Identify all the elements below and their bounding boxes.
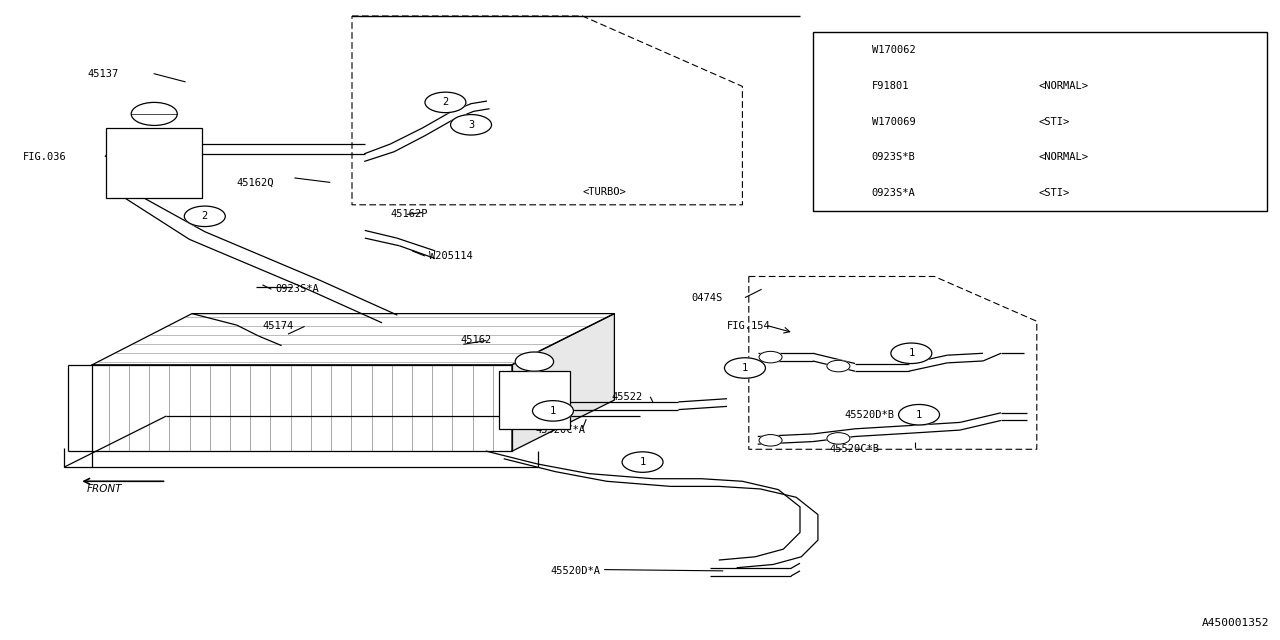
Circle shape	[891, 343, 932, 364]
Circle shape	[451, 115, 492, 135]
Text: 2: 2	[202, 211, 207, 221]
Circle shape	[820, 149, 854, 166]
Circle shape	[132, 102, 177, 125]
Text: 1: 1	[640, 457, 645, 467]
Text: 1: 1	[550, 406, 556, 416]
Circle shape	[899, 404, 940, 425]
Text: 45137: 45137	[87, 68, 118, 79]
Text: 45520D*A: 45520D*A	[550, 566, 600, 576]
Text: FIG.036: FIG.036	[23, 152, 67, 162]
Circle shape	[425, 92, 466, 113]
Text: 1: 1	[835, 45, 840, 55]
Text: 45162P: 45162P	[390, 209, 428, 220]
Text: W170062: W170062	[872, 45, 915, 55]
Bar	[106, 128, 202, 198]
Text: 1: 1	[916, 410, 922, 420]
Polygon shape	[92, 314, 614, 365]
Text: <STI>: <STI>	[1038, 188, 1069, 198]
Circle shape	[820, 77, 854, 94]
Circle shape	[622, 452, 663, 472]
Text: 3: 3	[468, 120, 474, 130]
Circle shape	[532, 401, 573, 421]
Circle shape	[827, 433, 850, 444]
Text: W205114: W205114	[429, 251, 472, 261]
Text: 45162Q: 45162Q	[237, 177, 274, 188]
Circle shape	[184, 206, 225, 227]
Text: 1: 1	[742, 363, 748, 373]
Text: 2: 2	[443, 97, 448, 108]
Text: 0923S*A: 0923S*A	[275, 284, 319, 294]
Text: F91801: F91801	[872, 81, 909, 91]
Text: 45522: 45522	[612, 392, 643, 402]
Text: 0923S*B: 0923S*B	[872, 152, 915, 163]
Text: 45174: 45174	[262, 321, 293, 332]
Text: FRONT: FRONT	[87, 484, 123, 494]
Bar	[499, 371, 570, 429]
Text: 1: 1	[909, 348, 914, 358]
Polygon shape	[512, 314, 614, 451]
Text: 45520C*B: 45520C*B	[829, 444, 879, 454]
Circle shape	[759, 351, 782, 363]
Text: 0923S*A: 0923S*A	[872, 188, 915, 198]
Text: <NORMAL>: <NORMAL>	[1038, 152, 1088, 163]
Text: 0474S: 0474S	[691, 292, 722, 303]
Text: W170069: W170069	[872, 116, 915, 127]
Circle shape	[516, 352, 554, 371]
Text: <STI>: <STI>	[1038, 116, 1069, 127]
Circle shape	[827, 360, 850, 372]
Text: FIG.154: FIG.154	[727, 321, 771, 332]
Circle shape	[820, 42, 854, 58]
Text: <NORMAL>: <NORMAL>	[1038, 81, 1088, 91]
Text: 45520D*B: 45520D*B	[845, 410, 895, 420]
Text: A450001352: A450001352	[1202, 618, 1270, 628]
Text: 45520C*A: 45520C*A	[535, 425, 585, 435]
Text: 3: 3	[835, 152, 840, 163]
Polygon shape	[92, 365, 512, 451]
Text: 2: 2	[835, 81, 840, 91]
Text: <TURBO>: <TURBO>	[582, 187, 626, 197]
Circle shape	[724, 358, 765, 378]
Circle shape	[759, 435, 782, 446]
Text: 45162: 45162	[461, 335, 492, 346]
Bar	[813, 32, 1267, 211]
